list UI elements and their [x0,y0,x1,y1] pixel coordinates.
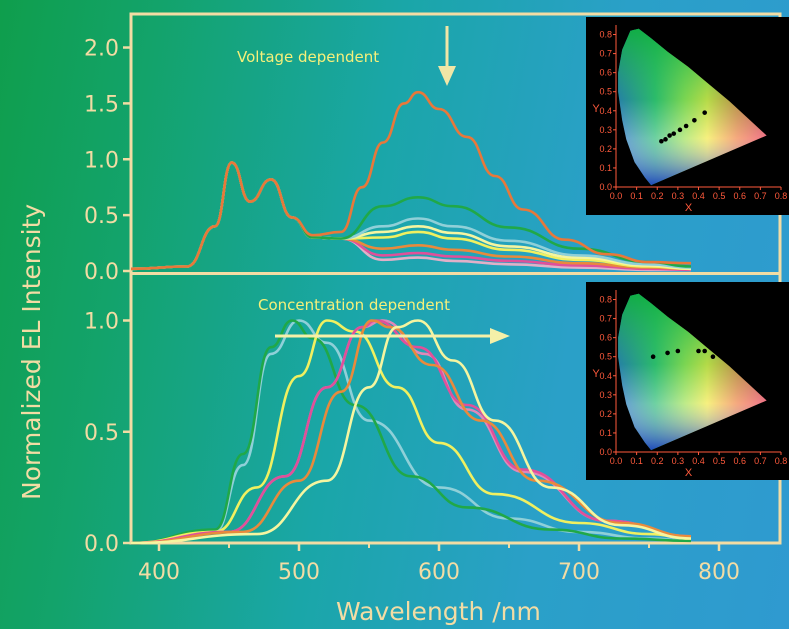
y-tick-label-bottom: 1.0 [84,310,119,335]
y-tick-label-top: 1.0 [84,148,119,173]
y-tick-label-top: 1.5 [84,92,119,117]
cie-point [692,117,697,123]
axis-ticks: 0.0 0.5 1.0 1.5 2.0 0.0 0.5 1.0 400 500 600 700 800 [84,37,740,585]
inset-y-tick-label: 0.6 [599,333,612,343]
cie-gamut-shade [618,293,767,451]
inset-x-tick-label: 0.8 [775,191,788,201]
inset-x-tick-label: 0.4 [692,191,705,201]
y-tick-label-bottom: 0.0 [84,532,119,557]
cie-point [659,138,664,144]
concentration-arrow [275,328,510,344]
x-axis-label: Wavelength /nm [336,597,541,626]
axes-frame [129,12,782,545]
annotation-voltage: Voltage dependent [237,48,379,66]
inset-y-tick-label: 0.2 [599,409,612,419]
cie-point [663,137,668,142]
plot-frame [129,12,782,545]
inset-y-tick-label: 0.4 [599,371,612,381]
inset-x-tick-label: 0.0 [610,191,623,201]
inset-y-tick-label: 0.1 [599,163,612,173]
inset-x-tick-label: 0.7 [754,191,767,201]
voltage-arrow [438,26,456,86]
cie-point [665,350,670,356]
x-tick-label: 800 [698,560,740,585]
inset-y-tick-label: 0.6 [599,68,612,78]
concentration-series-6 [130,319,692,545]
inset-y-tick-label: 0.5 [599,352,612,362]
inset-x-tick-label: 0.5 [713,456,726,466]
bottom-panel-series [130,319,692,545]
voltage-series-7 [130,90,692,271]
x-tick-label: 400 [138,560,180,585]
inset-x-tick-label: 0.2 [651,191,664,201]
inset-y-tick-label: 0.4 [599,106,612,116]
inset-x-tick-label: 0.4 [692,456,705,466]
inset-x-tick-label: 0.6 [733,456,746,466]
concentration-series-2 [130,319,692,545]
inset-y-tick-label: 0.8 [599,30,612,40]
inset-y-tick-label: 0.7 [599,314,612,324]
y-tick-label-top: 2.0 [84,37,119,62]
inset-x-tick-label: 0.5 [713,191,726,201]
cie-inset-voltage: 0.0 0.1 0.2 0.3 0.4 0.5 0.6 0.7 0.8 0.0 0.1 0.2 0.3 0… [586,17,789,215]
inset-x-label: X [685,202,693,214]
inset-y-tick-label: 0.7 [599,49,612,59]
y-tick-label-top: 0.0 [84,260,119,285]
inset-y-label: Y [592,103,600,115]
inset-x-tick-label: 0.6 [733,191,746,201]
inset-x-tick-label: 0.2 [651,456,664,466]
inset-x-tick-label: 0.8 [775,456,788,466]
inset-y-tick-label: 0.0 [599,182,612,192]
cie-point [702,348,707,354]
inset-x-label: X [685,467,693,479]
top-panel-series [130,90,692,272]
cie-point [671,131,677,136]
inset-x-tick-label: 0.1 [630,456,643,466]
x-tick-label: 700 [558,560,600,585]
inset-x-tick-label: 0.7 [754,456,767,466]
cie-inset-concentration: 0.0 0.1 0.2 0.3 0.4 0.5 0.6 0.7 0.8 0.0 0.1 0.2 0.3 0… [586,282,789,480]
y-axis-label: Normalized EL Intensity [17,204,46,500]
inset-y-tick-label: 0.1 [599,428,612,438]
cie-point [675,348,681,354]
cie-point [677,127,683,133]
inset-y-tick-label: 0.0 [599,447,612,457]
inset-x-tick-label: 0.1 [630,191,643,201]
cie-point [696,348,701,354]
inset-y-tick-label: 0.3 [599,390,612,400]
inset-x-tick-label: 0.3 [672,456,685,466]
y-tick-label-top: 0.5 [84,204,119,229]
y-tick-label-bottom: 0.5 [84,421,119,446]
inset-y-label: Y [592,368,600,380]
inset-x-tick-label: 0.3 [672,191,685,201]
cie-point [667,133,672,138]
cie-point [650,354,656,360]
inset-y-tick-label: 0.3 [599,125,612,135]
inset-x-tick-label: 0.0 [610,456,623,466]
annotation-concentration: Concentration dependent [258,296,450,314]
x-tick-label: 500 [278,560,320,585]
inset-y-tick-label: 0.5 [599,87,612,97]
cie-point [702,110,707,115]
cie-gamut-shade [618,28,767,186]
x-tick-label: 600 [418,560,460,585]
inset-y-tick-label: 0.2 [599,144,612,154]
cie-point [683,123,689,129]
cie-point [710,354,716,360]
inset-y-tick-label: 0.8 [599,295,612,305]
